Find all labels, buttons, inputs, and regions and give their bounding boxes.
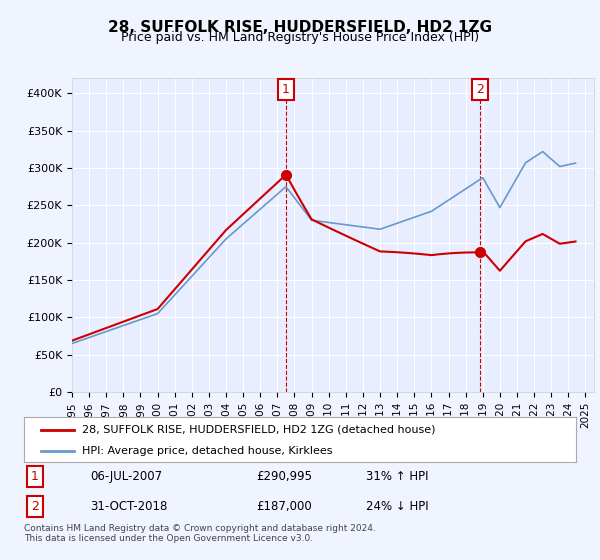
Text: 1: 1 (282, 83, 290, 96)
Text: 28, SUFFOLK RISE, HUDDERSFIELD, HD2 1ZG: 28, SUFFOLK RISE, HUDDERSFIELD, HD2 1ZG (108, 20, 492, 35)
Text: 31% ↑ HPI: 31% ↑ HPI (366, 470, 429, 483)
Text: 2: 2 (476, 83, 484, 96)
Text: 1: 1 (31, 470, 39, 483)
Text: 2: 2 (31, 500, 39, 513)
Text: HPI: Average price, detached house, Kirklees: HPI: Average price, detached house, Kirk… (82, 446, 332, 456)
Text: Contains HM Land Registry data © Crown copyright and database right 2024.
This d: Contains HM Land Registry data © Crown c… (24, 524, 376, 543)
Text: £187,000: £187,000 (256, 500, 311, 513)
Text: 28, SUFFOLK RISE, HUDDERSFIELD, HD2 1ZG (detached house): 28, SUFFOLK RISE, HUDDERSFIELD, HD2 1ZG … (82, 424, 436, 435)
Text: 31-OCT-2018: 31-OCT-2018 (90, 500, 167, 513)
Text: 06-JUL-2007: 06-JUL-2007 (90, 470, 163, 483)
Text: Price paid vs. HM Land Registry's House Price Index (HPI): Price paid vs. HM Land Registry's House … (121, 31, 479, 44)
Text: £290,995: £290,995 (256, 470, 312, 483)
Text: 24% ↓ HPI: 24% ↓ HPI (366, 500, 429, 513)
